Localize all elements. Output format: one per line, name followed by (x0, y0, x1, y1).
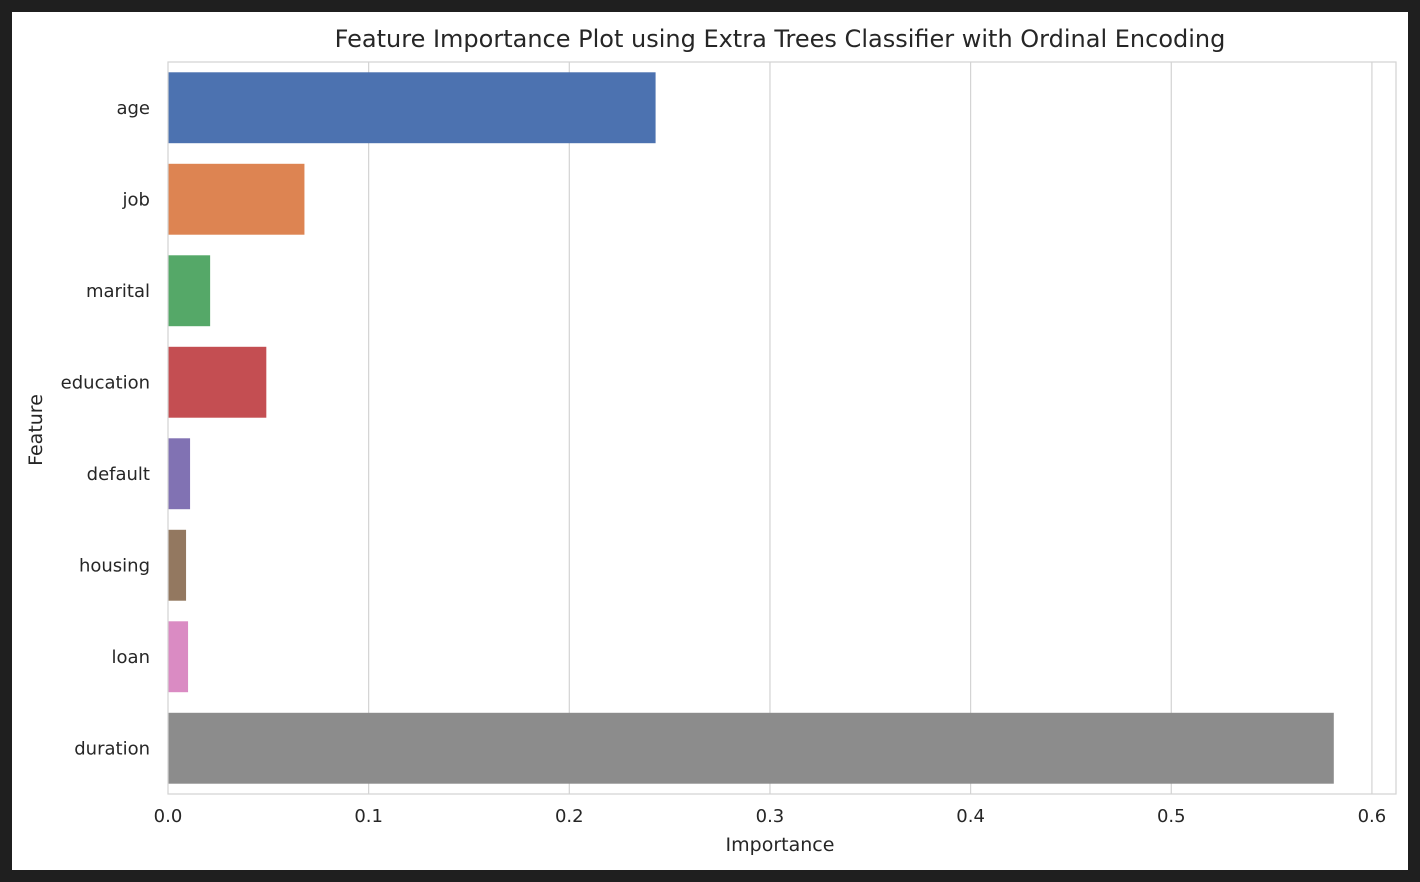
bar-housing (168, 529, 187, 601)
y-tick-label-duration: duration (74, 738, 150, 759)
x-tick-label: 0.4 (956, 806, 985, 827)
x-tick-label: 0.5 (1157, 806, 1186, 827)
y-tick-label-education: education (61, 372, 150, 393)
feature-importance-chart: Feature Importance Plot using Extra Tree… (25, 25, 1397, 856)
plot-area (167, 61, 1397, 795)
bar-job (168, 163, 305, 235)
x-tick-label: 0.3 (756, 806, 785, 827)
bar-marital (168, 255, 211, 327)
x-tick-label: 0.0 (154, 806, 183, 827)
bar-default (168, 438, 191, 510)
y-tick-label-default: default (87, 464, 150, 485)
x-tick-label: 0.6 (1358, 806, 1387, 827)
x-axis-label: Importance (726, 834, 835, 856)
y-tick-label-loan: loan (112, 647, 150, 668)
bar-education (168, 346, 267, 418)
grid-lines (368, 62, 1373, 794)
y-tick-labels: age job marital education default housing loan… (61, 98, 150, 760)
figure-frame: Feature Importance Plot using Extra Tree… (12, 12, 1408, 870)
bars (168, 72, 1334, 784)
x-tick-label: 0.2 (555, 806, 584, 827)
y-tick-label-job: job (122, 189, 150, 210)
y-tick-label-marital: marital (86, 281, 150, 302)
y-tick-label-housing: housing (79, 555, 150, 576)
x-tick-labels: 0.0 0.1 0.2 0.3 0.4 0.5 0.6 (154, 806, 1387, 827)
y-tick-label-age: age (116, 98, 150, 119)
bar-loan (168, 621, 189, 693)
y-axis-label: Feature (25, 394, 47, 466)
bar-duration (168, 712, 1334, 784)
chart-title: Feature Importance Plot using Extra Tree… (335, 25, 1226, 53)
x-tick-label: 0.1 (354, 806, 383, 827)
bar-age (168, 72, 656, 144)
